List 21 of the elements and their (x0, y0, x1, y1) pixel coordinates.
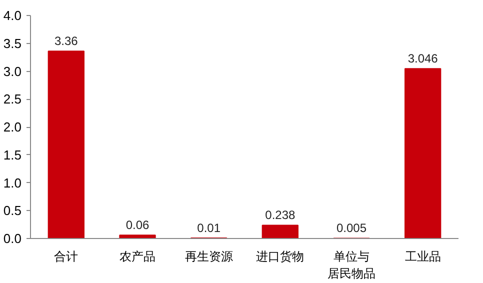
x-tick-label: 工业品 (404, 250, 441, 264)
y-tick-label: 2.5 (3, 92, 22, 107)
x-tick-label: 农产品 (120, 250, 156, 264)
y-tick-label: 1.5 (3, 147, 22, 162)
y-tick-label: 1.0 (3, 175, 22, 190)
y-tick-label: 2.0 (3, 120, 22, 134)
x-tick-label: 合计 (54, 250, 78, 264)
data-label: 0.06 (126, 218, 150, 232)
data-label: 3.046 (408, 52, 438, 66)
y-tick-label: 3.0 (3, 64, 22, 79)
x-tick-label: 再生资源 (184, 250, 233, 264)
x-tick-label: 进口货物 (256, 250, 304, 264)
data-label: 3.36 (54, 34, 78, 48)
data-label: 0.238 (265, 208, 296, 222)
y-tick-label: 4.0 (3, 8, 22, 23)
data-label: 0.005 (336, 221, 367, 236)
data-label: 0.01 (197, 220, 221, 235)
x-tick-label: 单位与居民物品 (328, 250, 376, 280)
y-tick-label: 0.5 (3, 203, 22, 218)
y-tick-label: 0.0 (3, 231, 22, 246)
y-tick-label: 3.5 (3, 36, 22, 51)
